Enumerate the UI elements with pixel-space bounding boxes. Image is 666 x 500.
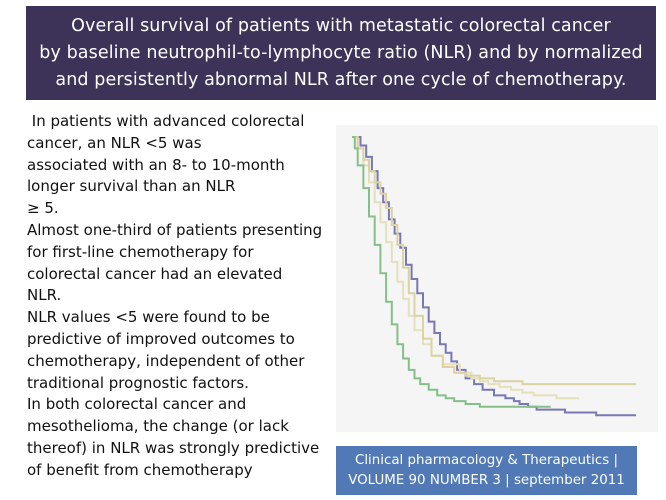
body-line: chemotherapy, independent of other [27,351,305,370]
body-line: thereof) in NLR was strongly predictive [27,438,320,457]
survival-plot-svg [352,136,636,417]
body-line: mesothelioma, the change (or lack [27,417,289,436]
body-line: predictive of improved outcomes to [27,329,295,348]
survival-curve-1 [352,136,636,417]
title-line-3: and persistently abnormal NLR after one … [55,69,627,90]
body-line: ≥ 5. [27,199,59,218]
citation-line-2: VOLUME 90 NUMBER 3 | september 2011 [348,472,625,488]
title-line-1: Overall survival of patients with metast… [71,15,611,36]
body-line: of benefit from chemotherapy [27,460,253,479]
survival-plot [336,125,658,432]
body-line: for first-line chemotherapy for [27,242,254,261]
survival-curve-3 [352,136,636,386]
body-line: associated with an 8- to 10-month [27,155,285,174]
body-line: cancer, an NLR <5 was [27,133,202,152]
body-line: traditional prognostic factors. [27,373,249,392]
body-line: In both colorectal cancer and [27,395,247,414]
survival-curve-2 [352,136,580,400]
survival-curve-4 [352,136,551,408]
body-line: NLR values <5 were found to be [27,308,270,327]
body-text: In patients with advanced colorectal can… [27,111,337,482]
title-line-2: by baseline neutrophil-to-lymphocyte rat… [39,42,643,63]
citation-line-1: Clinical pharmacology & Therapeutics | [354,452,619,468]
citation-box: Clinical pharmacology & Therapeutics | V… [336,446,637,495]
body-line: Almost one-third of patients presenting [27,220,323,239]
body-line: colorectal cancer had an elevated [27,264,283,283]
title-banner: Overall survival of patients with metast… [26,6,656,100]
body-line: longer survival than an NLR [27,177,236,196]
body-line: NLR. [27,286,62,305]
body-line: In patients with advanced colorectal [27,112,305,130]
